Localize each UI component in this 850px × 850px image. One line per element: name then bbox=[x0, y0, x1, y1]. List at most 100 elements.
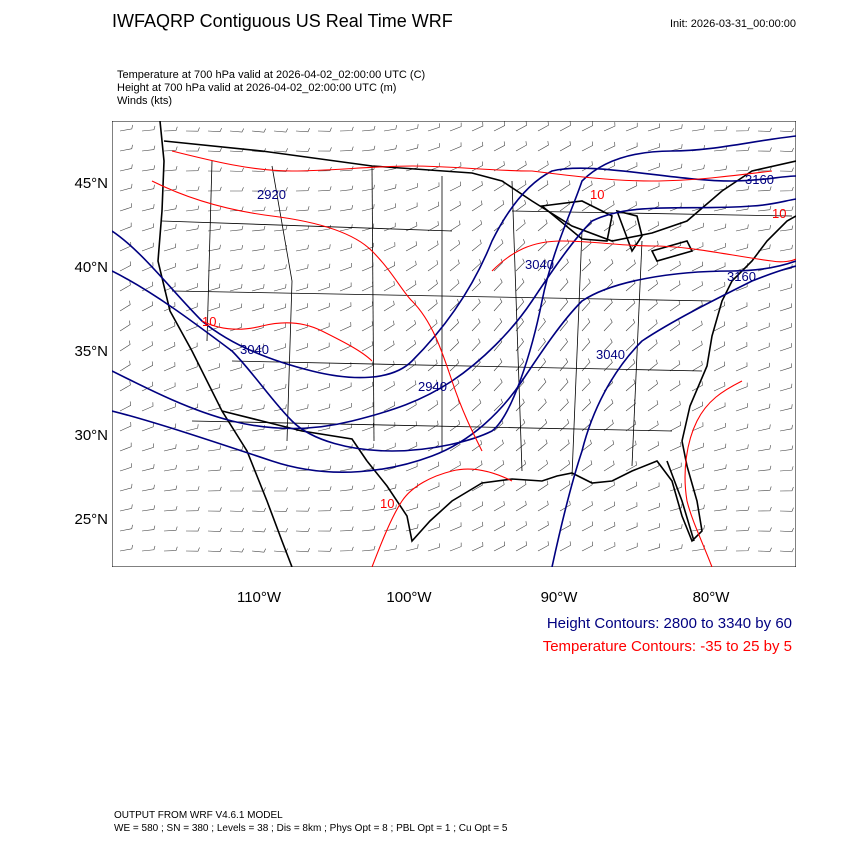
wind-barb bbox=[251, 128, 267, 133]
wind-barb bbox=[317, 486, 332, 492]
wind-barb bbox=[493, 239, 504, 252]
wind-barb bbox=[779, 303, 792, 312]
wind-barb bbox=[537, 141, 549, 152]
wind-barb bbox=[647, 201, 660, 212]
wind-barb bbox=[207, 527, 222, 532]
wind-barb bbox=[603, 501, 616, 512]
wind-barb bbox=[405, 300, 417, 312]
wind-barb bbox=[207, 303, 220, 312]
wind-barb bbox=[779, 363, 792, 372]
wind-barb bbox=[119, 203, 132, 212]
wind-barb bbox=[757, 186, 772, 192]
wind-barb bbox=[295, 548, 310, 553]
wind-barb bbox=[405, 183, 418, 192]
wind-barb bbox=[691, 545, 706, 552]
wind-barb bbox=[559, 278, 569, 292]
wind-barb bbox=[537, 258, 547, 272]
wind-barb bbox=[713, 165, 728, 172]
wind-barb bbox=[405, 280, 417, 292]
wind-barb bbox=[669, 300, 681, 312]
wind-barb bbox=[317, 283, 330, 292]
wind-barb bbox=[339, 204, 353, 212]
wind-barb bbox=[713, 243, 726, 252]
wind-barb bbox=[669, 280, 681, 292]
wind-barb bbox=[383, 320, 395, 332]
wind-barb bbox=[361, 381, 374, 392]
wind-barb bbox=[691, 125, 706, 132]
wind-barb bbox=[757, 527, 772, 532]
wind-barb bbox=[581, 378, 591, 392]
wind-barb bbox=[537, 378, 547, 392]
wind-barb bbox=[691, 381, 703, 392]
wind-barb bbox=[251, 343, 265, 352]
wind-barb bbox=[427, 441, 439, 452]
height-label: 2940 bbox=[418, 379, 447, 394]
wind-barb bbox=[669, 442, 682, 452]
wind-barb bbox=[691, 524, 705, 532]
wind-barb bbox=[757, 403, 771, 412]
wind-barb bbox=[625, 502, 638, 512]
wind-barb bbox=[339, 166, 354, 172]
wind-barb bbox=[493, 398, 503, 412]
temperature-contour bbox=[171, 150, 773, 182]
wind-barb bbox=[515, 318, 524, 332]
wind-barb bbox=[361, 361, 373, 372]
wind-barb bbox=[185, 147, 200, 152]
wind-barb bbox=[713, 402, 726, 412]
wind-barb bbox=[471, 460, 483, 472]
wind-barb bbox=[581, 239, 592, 252]
wind-barb bbox=[383, 203, 396, 212]
wind-barb bbox=[537, 521, 549, 532]
wind-barb bbox=[757, 147, 772, 152]
wind-barb bbox=[625, 440, 637, 452]
weather-map: 2920 3040 3040 2940 3040 3160 3160 10 10… bbox=[112, 121, 796, 567]
wind-barb bbox=[779, 244, 793, 252]
wind-barb bbox=[251, 264, 265, 272]
wind-barb bbox=[713, 223, 727, 232]
wind-barb bbox=[185, 263, 199, 272]
wind-barb bbox=[603, 542, 616, 552]
wind-barb bbox=[559, 459, 571, 472]
wind-barb bbox=[625, 379, 636, 392]
wind-barb bbox=[449, 338, 459, 352]
wind-barb bbox=[119, 222, 132, 232]
wind-barb bbox=[691, 164, 705, 172]
wind-barb bbox=[647, 182, 660, 192]
wind-barb bbox=[603, 259, 614, 272]
wind-barb bbox=[405, 163, 419, 172]
wind-barb bbox=[581, 200, 593, 212]
wind-barb bbox=[427, 182, 440, 192]
wind-barb bbox=[119, 340, 131, 352]
wind-barb bbox=[691, 184, 705, 192]
state-lines bbox=[161, 160, 793, 477]
wind-barb bbox=[273, 343, 287, 352]
wind-barb bbox=[537, 459, 548, 472]
wind-barb bbox=[515, 180, 527, 192]
wind-barb bbox=[449, 358, 460, 372]
wind-barb bbox=[669, 544, 683, 552]
wind-barb bbox=[713, 381, 726, 392]
wind-barb bbox=[713, 443, 727, 452]
height-contour bbox=[551, 265, 796, 567]
height-label: 3160 bbox=[727, 269, 756, 284]
wind-barb bbox=[713, 204, 727, 212]
wind-barb bbox=[207, 244, 221, 252]
wind-barb bbox=[559, 439, 570, 452]
wind-barb bbox=[581, 278, 591, 292]
wind-barb bbox=[361, 223, 375, 232]
wind-barb bbox=[559, 541, 571, 552]
wind-barb bbox=[493, 541, 506, 552]
wind-barb bbox=[691, 422, 704, 432]
wind-barb bbox=[119, 483, 133, 492]
wind-barb bbox=[603, 481, 615, 492]
wind-barb bbox=[713, 423, 726, 432]
wind-barb bbox=[471, 239, 482, 252]
wind-barb bbox=[141, 545, 156, 552]
wind-barb bbox=[273, 167, 288, 172]
wind-barb bbox=[757, 383, 770, 392]
wind-barb bbox=[185, 127, 200, 132]
wind-barb bbox=[427, 299, 438, 312]
wind-barb bbox=[735, 243, 749, 252]
wind-barb bbox=[229, 303, 243, 312]
wind-barb bbox=[581, 541, 594, 552]
